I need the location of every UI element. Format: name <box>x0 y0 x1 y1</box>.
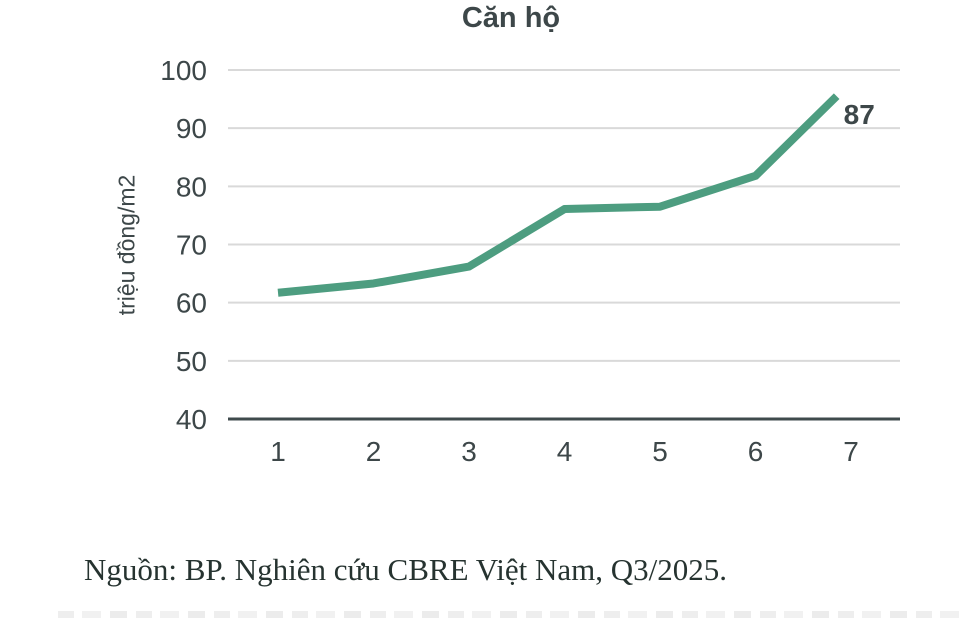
x-tick-label: 4 <box>557 436 573 467</box>
y-tick-label: 80 <box>176 171 207 202</box>
source-text: Nguồn: BP. Nghiên cứu CBRE Việt Nam, Q3/… <box>84 552 727 587</box>
chart-title: Căn hộ <box>461 2 561 34</box>
x-tick-label: 5 <box>652 436 668 467</box>
line-chart: 40 50 60 70 80 90 100 1 2 3 4 5 6 7 87 <box>160 55 900 467</box>
cropped-text-row <box>58 611 965 618</box>
x-tick-label: 3 <box>461 436 477 467</box>
y-tick-label: 100 <box>160 55 207 86</box>
series-line <box>277 93 840 297</box>
y-tick-label: 50 <box>176 346 207 377</box>
data-label: 87 <box>844 99 875 130</box>
x-tick-label: 1 <box>270 436 286 467</box>
y-tick-label: 40 <box>176 404 207 435</box>
y-tick-label: 90 <box>176 113 207 144</box>
x-tick-label: 6 <box>748 436 764 467</box>
x-tick-label: 7 <box>843 436 859 467</box>
y-tick-label: 60 <box>176 288 207 319</box>
x-tick-label: 2 <box>366 436 382 467</box>
y-tick-label: 70 <box>176 230 207 261</box>
